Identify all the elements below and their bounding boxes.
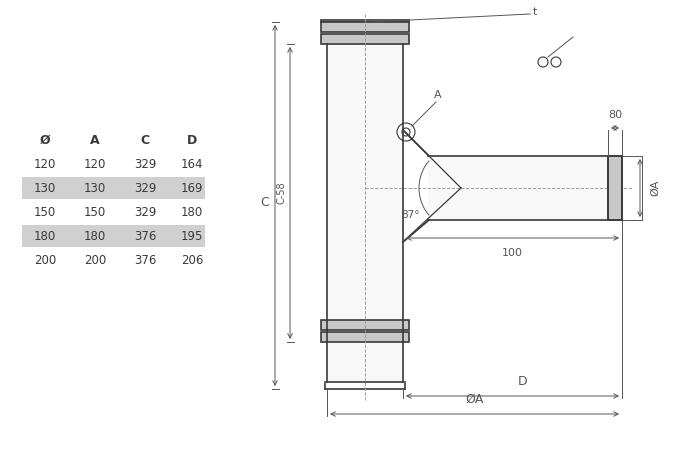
Bar — [321, 34, 409, 44]
Text: 100: 100 — [502, 248, 523, 258]
Text: 80: 80 — [608, 110, 622, 120]
Text: C: C — [140, 134, 149, 147]
Text: A: A — [90, 134, 100, 147]
Text: D: D — [518, 375, 527, 388]
Text: C-58: C-58 — [277, 182, 287, 204]
Bar — [428, 156, 608, 220]
Text: 376: 376 — [134, 230, 156, 243]
Text: 169: 169 — [181, 181, 203, 194]
Text: t: t — [533, 7, 537, 17]
Text: 376: 376 — [134, 253, 156, 266]
Bar — [321, 332, 409, 342]
Text: 150: 150 — [84, 206, 106, 219]
Text: 180: 180 — [34, 230, 56, 243]
Bar — [22, 177, 205, 199]
Bar — [321, 320, 409, 330]
Text: 195: 195 — [181, 230, 203, 243]
Text: 120: 120 — [84, 158, 106, 171]
Text: 130: 130 — [34, 181, 56, 194]
Bar — [327, 342, 403, 382]
Text: D: D — [187, 134, 197, 147]
Bar — [321, 20, 409, 22]
Text: Ø: Ø — [40, 134, 50, 147]
Text: 200: 200 — [34, 253, 56, 266]
Text: 130: 130 — [84, 181, 106, 194]
Bar — [321, 22, 409, 32]
Bar — [327, 44, 403, 342]
Text: 180: 180 — [84, 230, 106, 243]
Text: 180: 180 — [181, 206, 203, 219]
Text: 329: 329 — [134, 158, 156, 171]
Bar — [22, 225, 205, 247]
Text: 329: 329 — [134, 181, 156, 194]
Text: 200: 200 — [84, 253, 106, 266]
Text: 120: 120 — [34, 158, 56, 171]
Text: 206: 206 — [181, 253, 203, 266]
Text: C: C — [260, 195, 269, 208]
Text: 87°: 87° — [401, 210, 421, 220]
Text: 150: 150 — [34, 206, 56, 219]
Text: 164: 164 — [181, 158, 203, 171]
Text: 329: 329 — [134, 206, 156, 219]
Text: ØA: ØA — [650, 180, 660, 196]
Bar — [608, 156, 622, 220]
Text: ØA: ØA — [465, 393, 484, 406]
Text: A: A — [434, 90, 442, 100]
